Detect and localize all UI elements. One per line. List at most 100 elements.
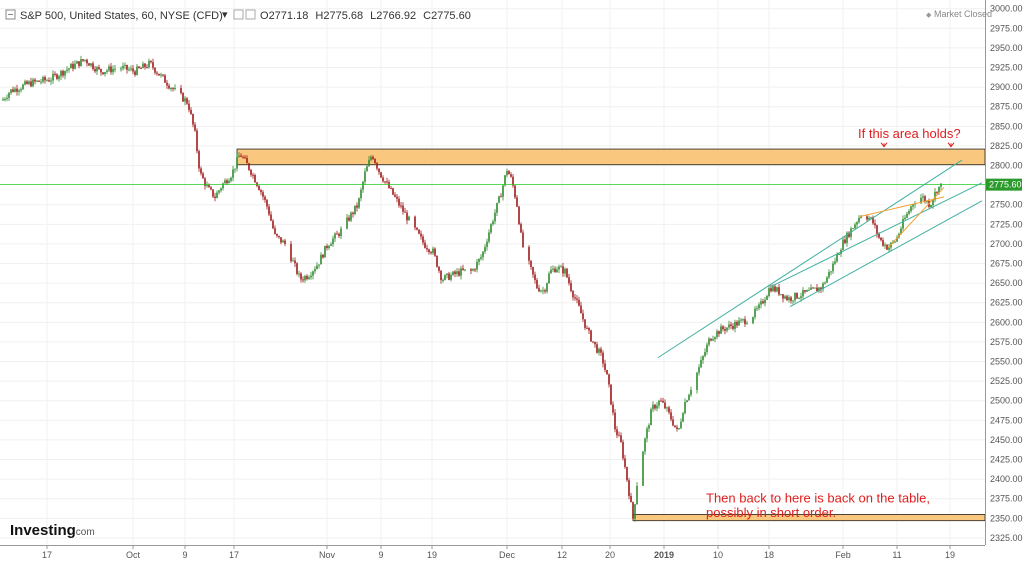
candle-up: [938, 186, 940, 193]
candle-down: [448, 273, 450, 280]
candle-up: [228, 180, 230, 184]
investing-logo[interactable]: Investing .com: [10, 522, 95, 539]
candle-down: [336, 233, 338, 235]
candle-up: [368, 159, 370, 167]
candle-down: [78, 61, 80, 67]
candle-down: [936, 191, 938, 193]
candle-up: [910, 206, 912, 212]
candle-down: [200, 168, 202, 174]
candle-up: [456, 271, 458, 275]
candle-down: [256, 182, 258, 186]
close-icon[interactable]: [245, 9, 256, 20]
candle-down: [422, 236, 424, 243]
logo-brand: Investing: [10, 522, 76, 539]
candle-up: [330, 244, 332, 246]
candle-up: [452, 271, 454, 276]
candle-up: [298, 273, 300, 275]
candle-up: [800, 296, 802, 298]
y-axis[interactable]: 2325.00 2350.00 2375.00 2400.00 2425.00 2450.…: [986, 4, 1023, 543]
candle-up: [14, 88, 16, 92]
candle-down: [520, 224, 522, 233]
candle-down: [134, 71, 136, 75]
candle-down: [582, 313, 584, 320]
y-tick-label: 2500.00: [990, 396, 1023, 406]
trend-lines: [0, 159, 985, 359]
candle-up: [114, 68, 116, 70]
x-tick-label: Dec: [499, 550, 516, 560]
candle-up: [832, 263, 834, 272]
candle-up: [332, 238, 334, 245]
candle-down: [660, 400, 662, 402]
candle-up: [766, 295, 768, 300]
candle-down: [436, 255, 438, 267]
candle-up: [760, 301, 762, 305]
y-tick-label: 2350.00: [990, 513, 1023, 523]
candle-up: [216, 192, 218, 199]
candle-up: [106, 70, 108, 72]
candle-down: [260, 190, 262, 193]
candle-up: [764, 299, 766, 304]
candle-down: [394, 194, 396, 197]
candle-up: [742, 319, 744, 321]
candle-up: [652, 404, 654, 410]
candle-down: [586, 327, 588, 329]
candle-up: [542, 290, 544, 292]
candle-up: [854, 224, 856, 229]
x-tick-label: 20: [605, 550, 615, 560]
wedge-line-lower: [887, 187, 945, 249]
candle-up: [450, 275, 452, 280]
candle-down: [568, 277, 570, 284]
y-tick-label: 2825.00: [990, 141, 1023, 151]
candle-up: [328, 245, 330, 249]
candle-up: [28, 81, 30, 84]
market-status: Market Closed: [934, 9, 992, 19]
x-tick-label: 2019: [654, 550, 674, 560]
candle-up: [490, 224, 492, 233]
candle-up: [698, 367, 700, 373]
candle-down: [272, 220, 274, 229]
candle-down: [152, 62, 154, 68]
candle-down: [804, 290, 806, 292]
y-tick-label: 2575.00: [990, 337, 1023, 347]
candle-down: [396, 196, 398, 199]
candle-up: [312, 271, 314, 276]
candle-down: [132, 68, 134, 72]
candle-down: [388, 182, 390, 189]
candle-up: [68, 68, 70, 70]
annotation-text: If this area holds?: [858, 126, 961, 141]
open-value: 2771.18: [269, 10, 309, 22]
candle-up: [826, 277, 828, 283]
candle-down: [474, 269, 476, 271]
settings-icon[interactable]: [233, 9, 244, 20]
candle-up: [472, 269, 474, 271]
candle-up: [550, 269, 552, 274]
candle-up: [50, 80, 52, 82]
channel-line-lower: [789, 200, 983, 308]
x-tick-label: 18: [764, 550, 774, 560]
candle-down: [94, 69, 96, 72]
x-tick-label: 12: [557, 550, 567, 560]
candle-up: [142, 63, 144, 69]
candle-down: [348, 217, 350, 221]
candle-down: [274, 228, 276, 234]
candle-down: [126, 64, 128, 70]
candle-up: [40, 81, 42, 83]
candle-up: [802, 290, 804, 297]
candle-down: [280, 237, 282, 243]
candle-down: [172, 88, 174, 90]
candle-up: [852, 228, 854, 230]
candle-up: [354, 205, 356, 215]
candle-down: [632, 502, 634, 519]
candle-up: [904, 217, 906, 219]
x-tick-label: Oct: [126, 550, 141, 560]
x-axis[interactable]: 17 Oct 9 17 Nov 9 19 Dec 12 20 2019 10 18 Feb 11 19: [42, 545, 955, 560]
candle-down: [166, 82, 168, 86]
candle-up: [316, 265, 318, 270]
candle-down: [508, 171, 510, 175]
y-tick-label: 2750.00: [990, 200, 1023, 210]
dropdown-icon[interactable]: ▾: [222, 9, 228, 21]
candle-up: [112, 68, 114, 73]
candle-down: [144, 63, 146, 68]
candle-up: [74, 63, 76, 69]
